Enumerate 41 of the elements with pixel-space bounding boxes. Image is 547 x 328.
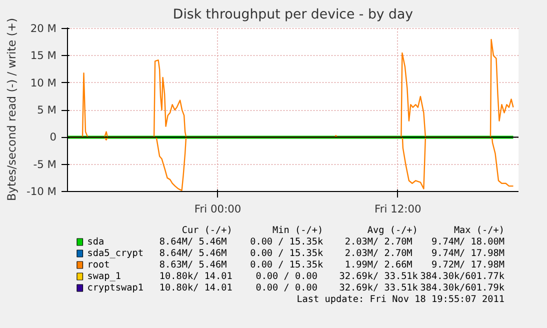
text: 32.69k/ 33.51k xyxy=(339,271,418,282)
text: 0.00 / 0.00 xyxy=(256,282,318,294)
text: 8.64M/ 5.46M xyxy=(159,236,228,248)
text: 9.74M/ 18.00M xyxy=(431,236,505,248)
y-tick-label: 20 M xyxy=(30,22,57,36)
legend-label: swap_1 xyxy=(87,271,121,282)
legend-label: sda xyxy=(87,236,104,248)
y-tick-label: -5 M xyxy=(33,158,57,171)
legend-label: sda5_crypt xyxy=(87,248,144,259)
text: Min (-/+) xyxy=(272,225,324,236)
y-tick-label: 5 M xyxy=(37,104,57,117)
text: 8.64M/ 5.46M xyxy=(159,248,228,259)
text: 9.72M/ 17.98M xyxy=(431,260,505,270)
text: 32.69k/ 33.51k xyxy=(339,282,418,294)
y-tick-label: 10 M xyxy=(30,76,57,90)
text: 10.80k/ 14.01 xyxy=(159,282,232,294)
legend-label: cryptswap1 xyxy=(87,282,144,294)
text: 9.74M/ 17.98M xyxy=(431,248,505,259)
text: 384.30k/601.79k xyxy=(420,282,505,294)
y-axis-title: Bytes/second read (-) / write (+) xyxy=(4,18,19,202)
y-tick-label: 0 xyxy=(50,130,57,144)
text: 384.30k/601.77k xyxy=(420,271,505,282)
text: Max (-/+) xyxy=(454,225,504,236)
x-tick-label: Fri 00:00 xyxy=(194,202,242,216)
legend-label: root xyxy=(87,260,110,270)
text: Cur (-/+) xyxy=(182,225,232,236)
text: 0.00 / 0.00 xyxy=(256,271,318,282)
text: Last update: Fri Nov 18 19:55:07 2011 xyxy=(296,294,504,305)
text: 2.03M/ 2.70M xyxy=(344,248,413,259)
x-tick-label: Fri 12:00 xyxy=(374,202,422,216)
text: 0.00 / 15.35k xyxy=(250,260,324,270)
chart-title: Disk throughput per device - by day xyxy=(172,8,414,22)
text: 8.63M/ 5.46M xyxy=(159,260,228,270)
y-tick-label: 15 M xyxy=(30,49,57,62)
text: Avg (-/+) xyxy=(367,225,418,236)
text: 10.80k/ 14.01 xyxy=(159,271,232,282)
text: 0.00 / 15.35k xyxy=(250,248,324,259)
y-tick-label: -10 M xyxy=(26,185,57,198)
text: 1.99M/ 2.66M xyxy=(344,260,413,270)
text: 2.03M/ 2.70M xyxy=(344,236,413,248)
text: 0.00 / 15.35k xyxy=(250,236,324,248)
